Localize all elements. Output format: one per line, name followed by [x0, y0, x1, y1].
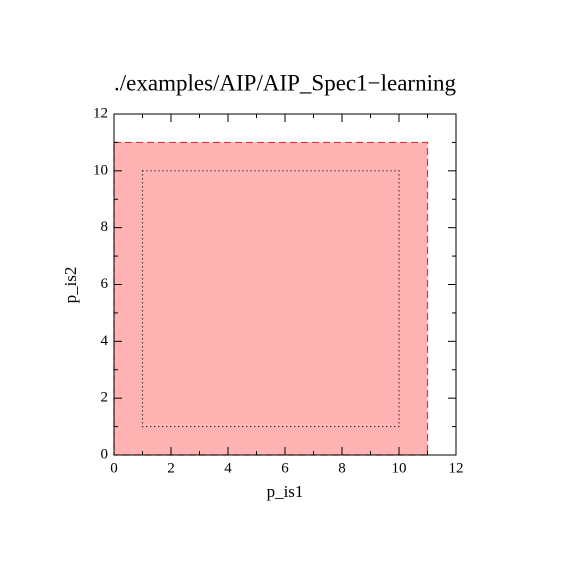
y-axis-label: p_is2: [61, 267, 80, 304]
y-tick-label: 0: [101, 446, 109, 462]
x-tick-label: 6: [281, 460, 289, 476]
chart-title: ./examples/AIP/AIP_Spec1−learning: [114, 70, 456, 95]
y-tick-label: 6: [101, 276, 109, 292]
y-tick-label: 4: [101, 333, 109, 349]
y-tick-label: 12: [93, 105, 108, 121]
region: [113, 141, 429, 456]
region: [141, 170, 400, 428]
x-tick-label: 8: [338, 460, 346, 476]
x-tick-label: 0: [110, 460, 118, 476]
x-tick-label: 2: [167, 460, 175, 476]
x-axis-label: p_is1: [267, 482, 304, 501]
x-tick-label: 12: [449, 460, 464, 476]
x-tick-label: 10: [392, 460, 407, 476]
y-tick-label: 8: [101, 219, 109, 235]
y-tick-label: 2: [101, 390, 109, 406]
y-tick-label: 10: [93, 162, 108, 178]
x-tick-label: 4: [224, 460, 232, 476]
